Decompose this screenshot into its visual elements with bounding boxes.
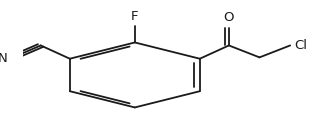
Text: N: N	[0, 52, 8, 65]
Text: Cl: Cl	[294, 39, 307, 52]
Text: F: F	[131, 10, 139, 23]
Text: O: O	[224, 11, 234, 24]
